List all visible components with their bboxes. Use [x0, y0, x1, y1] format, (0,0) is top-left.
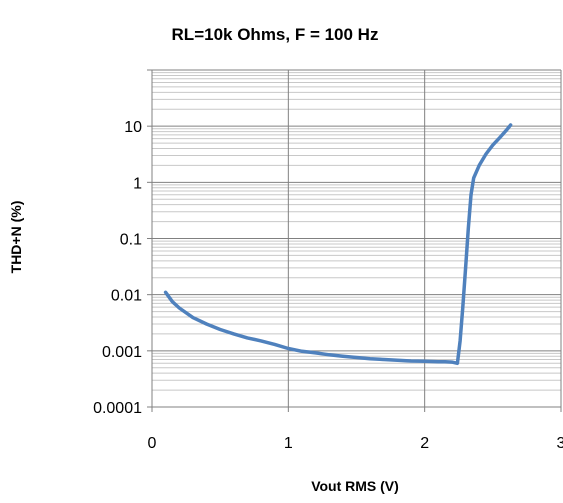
y-tick-labels: 0.0001 0.001 0.01 0.1 1 10 — [93, 119, 142, 417]
plot-grid — [147, 69, 562, 412]
y-tick-label: 0.0001 — [93, 400, 142, 417]
x-axis-title: Vout RMS (V) — [311, 478, 399, 494]
y-tick-label: 1 — [133, 175, 142, 192]
y-tick-label: 0.01 — [111, 288, 142, 305]
x-tick-label: 0 — [148, 435, 157, 452]
y-tick-label: 10 — [124, 119, 142, 136]
y-tick-label: 0.1 — [120, 232, 142, 249]
y-axis-title: THD+N (%) — [8, 201, 24, 274]
x-tick-label: 2 — [420, 435, 429, 452]
x-tick-labels: 0 1 2 3 — [148, 435, 563, 452]
y-tick-label: 0.001 — [102, 344, 142, 361]
series-group — [163, 123, 513, 366]
x-tick-label: 3 — [557, 435, 563, 452]
series-line — [163, 123, 513, 366]
x-tick-label: 1 — [284, 435, 293, 452]
chart-title: RL=10k Ohms, F = 100 Hz — [172, 25, 379, 44]
